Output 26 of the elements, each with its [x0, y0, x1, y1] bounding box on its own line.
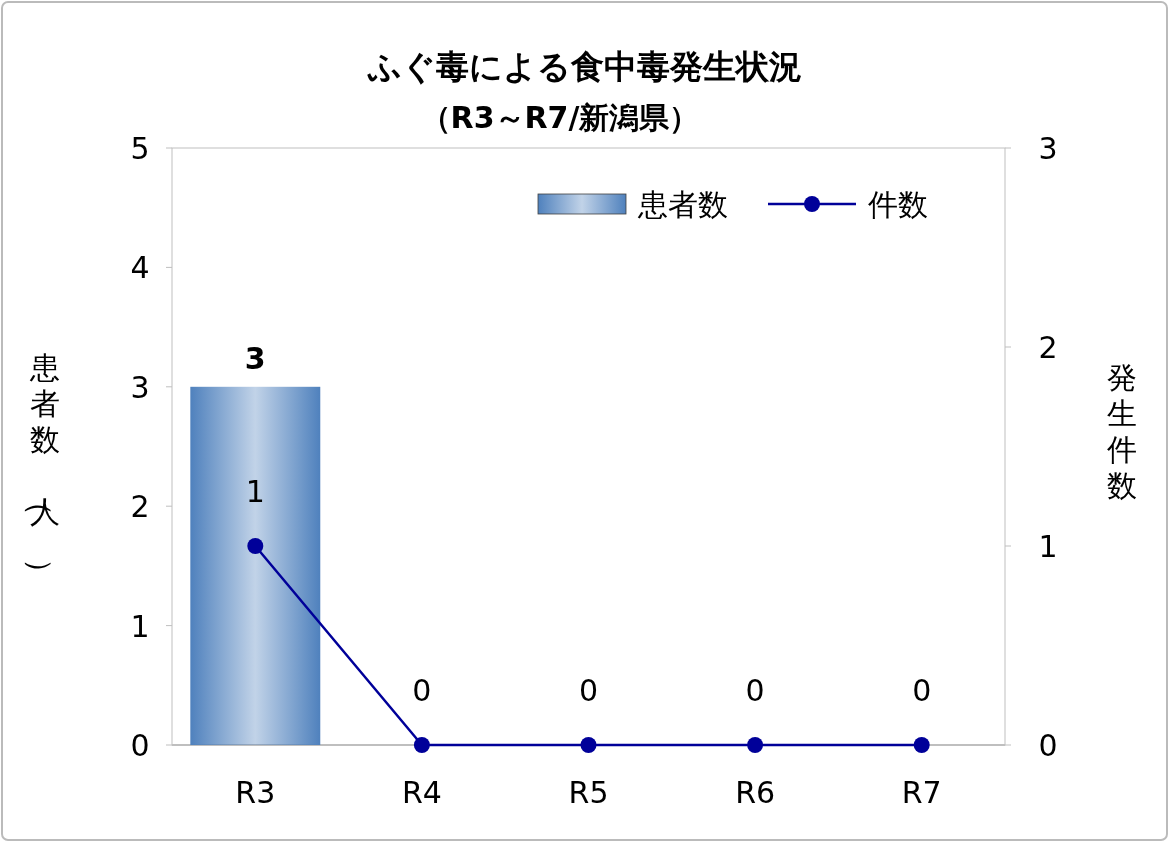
- data-label: 0: [412, 673, 432, 708]
- y-tick-label: 4: [130, 250, 150, 286]
- data-label: 1: [245, 474, 265, 509]
- chart-subtitle: （R3～R7/新潟県）: [420, 100, 700, 135]
- chart-title: ふぐ毒による食中毒発生状況: [367, 47, 802, 86]
- y2-tick-label: 0: [1038, 728, 1058, 763]
- x-tick-label: R7: [901, 775, 942, 810]
- y2-axis-title: 発生件数: [1107, 360, 1137, 503]
- y-tick-label: 1: [130, 608, 150, 644]
- data-label: 0: [912, 673, 932, 708]
- legend-label: 件数: [868, 187, 928, 222]
- x-tick-label: R6: [735, 775, 776, 810]
- legend-label: 患者数: [637, 187, 728, 222]
- x-tick-label: R5: [568, 775, 609, 810]
- y-tick-label: 3: [130, 369, 150, 405]
- x-tick-label: R3: [235, 775, 276, 810]
- data-label: 0: [745, 673, 765, 708]
- y2-tick-label: 3: [1038, 131, 1058, 166]
- y2-tick-label: 1: [1038, 529, 1058, 564]
- data-label: 3: [244, 340, 266, 376]
- x-tick-label: R4: [401, 775, 442, 810]
- y-tick-label: 2: [130, 489, 150, 525]
- y-tick-label: 5: [130, 131, 150, 166]
- y-tick-label: 0: [130, 728, 150, 763]
- data-label: 0: [578, 673, 599, 708]
- y2-tick-label: 2: [1038, 330, 1058, 365]
